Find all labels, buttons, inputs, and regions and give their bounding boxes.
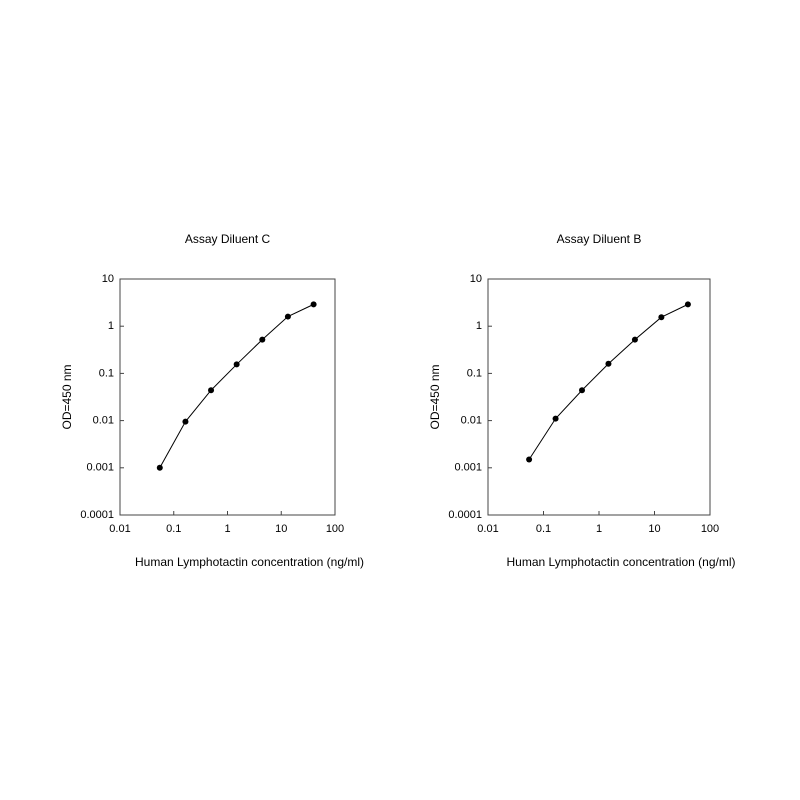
data-line	[159, 303, 314, 469]
y-tick-label: 0.01	[461, 415, 482, 427]
x-tick-label: 0.01	[477, 523, 498, 535]
x-tick-label: 0.01	[109, 523, 130, 535]
y-tick-label: 0.001	[454, 462, 482, 474]
x-tick-label: 0.1	[536, 523, 551, 535]
data-point	[182, 418, 189, 425]
x-tick-label: 100	[701, 523, 719, 535]
data-point	[684, 301, 691, 308]
y-tick-label: 10	[102, 273, 114, 285]
data-point	[552, 415, 559, 422]
data-point	[526, 456, 533, 463]
data-point	[658, 314, 665, 321]
y-tick-label: 0.001	[86, 462, 114, 474]
y-axis-label: OD=450 nm	[60, 364, 74, 429]
y-tick-label: 1	[108, 320, 114, 332]
chart-title: Assay Diluent B	[557, 232, 642, 246]
x-tick-label: 10	[275, 523, 287, 535]
y-tick-label: 0.1	[467, 367, 482, 379]
x-tick-label: 100	[326, 523, 344, 535]
y-axis-label: OD=450 nm	[428, 364, 442, 429]
x-tick-label: 1	[224, 523, 230, 535]
data-point	[284, 313, 291, 320]
x-tick-label: 1	[596, 523, 602, 535]
x-axis-label: Human Lymphotactin concentration (ng/ml)	[507, 555, 736, 569]
y-tick-label: 0.01	[93, 415, 114, 427]
plot-frame	[119, 278, 336, 516]
chart-title: Assay Diluent C	[185, 232, 271, 246]
data-point	[259, 336, 266, 343]
plot-frame	[487, 278, 711, 516]
data-point	[233, 361, 240, 368]
data-point	[156, 464, 163, 471]
x-tick-label: 10	[648, 523, 660, 535]
data-point	[579, 387, 586, 394]
data-point	[631, 336, 638, 343]
data-line	[528, 303, 689, 460]
y-tick-label: 0.0001	[80, 509, 114, 521]
y-tick-label: 0.0001	[448, 509, 482, 521]
x-axis-label: Human Lymphotactin concentration (ng/ml)	[135, 555, 364, 569]
data-point	[310, 301, 317, 308]
y-tick-label: 1	[476, 320, 482, 332]
y-tick-label: 10	[470, 273, 482, 285]
y-tick-label: 0.1	[99, 367, 114, 379]
data-point	[208, 387, 215, 394]
x-tick-label: 0.1	[166, 523, 181, 535]
data-point	[605, 360, 612, 367]
